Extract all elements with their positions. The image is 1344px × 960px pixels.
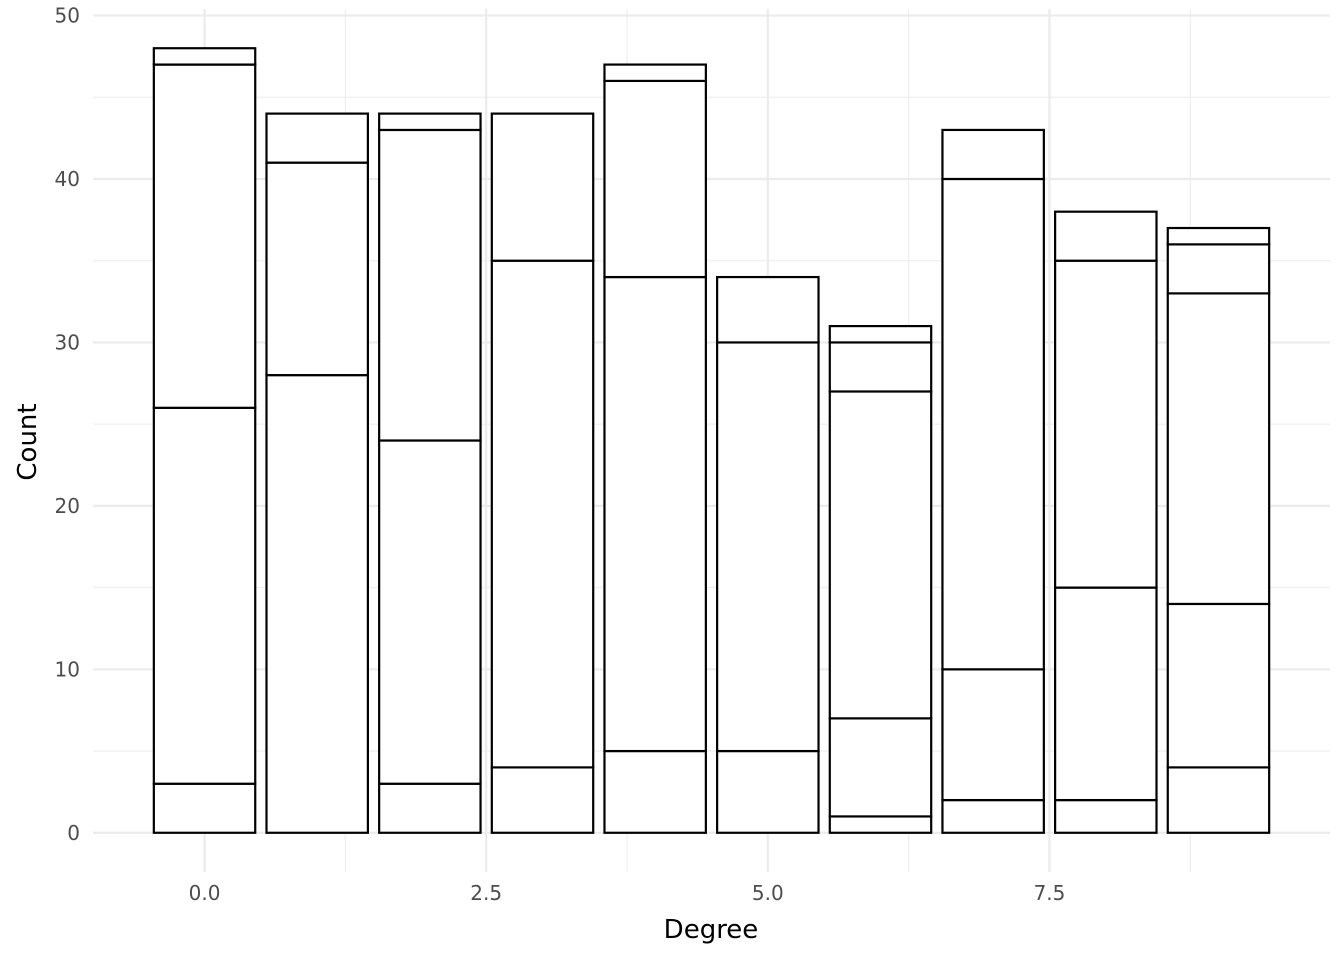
bar-segment bbox=[828, 341, 933, 393]
bar-segment bbox=[716, 749, 820, 834]
bar-segment bbox=[265, 161, 369, 377]
bar-segment bbox=[1054, 210, 1158, 262]
bar-segment bbox=[828, 390, 933, 720]
x-axis-tick-labels: 0.0 2.5 5.0 7.5 bbox=[189, 881, 1066, 905]
bar-segment bbox=[828, 717, 933, 818]
x-tick-label: 5.0 bbox=[752, 881, 784, 905]
bar-segment bbox=[941, 128, 1045, 181]
bar-segment bbox=[603, 79, 707, 279]
bar-segment bbox=[152, 782, 257, 834]
y-tick-label: 10 bbox=[55, 657, 80, 681]
bar-segment bbox=[378, 782, 482, 834]
y-tick-label: 0 bbox=[67, 821, 80, 845]
bar-segment bbox=[603, 749, 707, 834]
bars bbox=[152, 47, 1271, 834]
bar-segment bbox=[1054, 798, 1158, 834]
bar-segment bbox=[490, 112, 595, 262]
y-tick-label: 30 bbox=[55, 330, 80, 354]
bar-segment bbox=[1054, 259, 1158, 589]
bar-segment bbox=[941, 668, 1045, 802]
x-tick-label: 2.5 bbox=[470, 881, 502, 905]
bar-segment bbox=[265, 374, 369, 834]
bar-segment bbox=[152, 47, 257, 66]
bar-segment bbox=[152, 63, 257, 409]
y-axis-tick-labels: 0 10 20 30 40 50 bbox=[55, 4, 80, 845]
bar-segment bbox=[1166, 766, 1271, 834]
bar-segment bbox=[378, 439, 482, 785]
bar-segment bbox=[1166, 243, 1271, 295]
y-axis-title: Count bbox=[13, 403, 43, 480]
y-tick-label: 20 bbox=[55, 494, 80, 518]
bar-segment bbox=[603, 275, 707, 753]
bar-segment bbox=[716, 341, 820, 753]
y-tick-label: 50 bbox=[55, 4, 80, 28]
bar-segment bbox=[490, 766, 595, 834]
bar-segment bbox=[603, 63, 707, 83]
bar-segment bbox=[1166, 602, 1271, 769]
bar-segment bbox=[716, 275, 820, 344]
bar-segment bbox=[265, 112, 369, 164]
bar-segment bbox=[378, 128, 482, 442]
bar-segment bbox=[941, 798, 1045, 834]
x-tick-label: 0.0 bbox=[189, 881, 221, 905]
bar-segment bbox=[1166, 226, 1271, 246]
x-axis-title: Degree bbox=[664, 915, 759, 945]
x-tick-label: 7.5 bbox=[1034, 881, 1066, 905]
y-tick-label: 40 bbox=[55, 167, 80, 191]
bar-segment bbox=[828, 815, 933, 834]
bar-segment bbox=[1166, 292, 1271, 606]
bar-segment bbox=[1054, 586, 1158, 802]
bar-segment bbox=[828, 324, 933, 344]
bar-segment bbox=[378, 112, 482, 132]
bar-segment bbox=[941, 177, 1045, 671]
bar-segment bbox=[490, 259, 595, 769]
bar-segment bbox=[152, 406, 257, 785]
